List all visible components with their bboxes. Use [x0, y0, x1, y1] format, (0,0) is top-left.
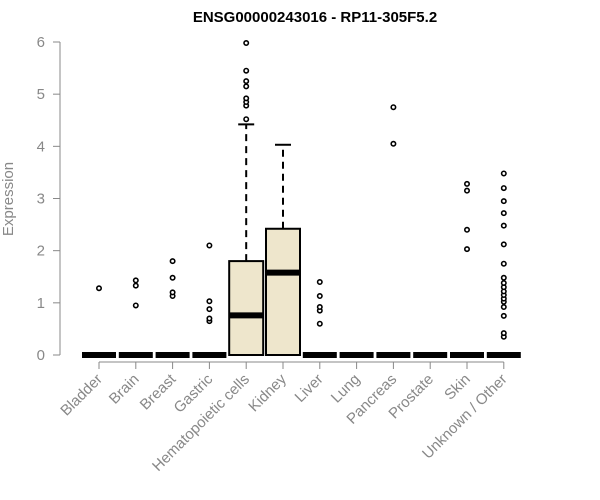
outlier-point [500, 280, 507, 287]
box-group [155, 258, 190, 358]
outlier-point [132, 282, 139, 289]
outlier-point [132, 277, 139, 284]
outlier-point [500, 241, 507, 248]
outlier-point [500, 304, 507, 311]
outlier-point [243, 95, 250, 102]
outlier-point [169, 258, 176, 265]
outlier-point [500, 222, 507, 229]
box-group [82, 285, 116, 358]
outlier-point [500, 185, 507, 192]
x-tick-label: Liver [292, 371, 327, 406]
outlier-point [243, 116, 250, 123]
box-group [376, 104, 411, 358]
x-tick-label: Skin [441, 371, 474, 404]
box-body [228, 260, 265, 357]
outlier-point [206, 298, 213, 305]
outlier-point [500, 198, 507, 205]
chart-title: ENSG00000243016 - RP11-305F5.2 [193, 9, 437, 26]
y-tick-label: 3 [37, 191, 45, 208]
y-tick-label: 5 [37, 86, 45, 103]
outlier-point [243, 67, 250, 74]
y-axis: 0 1 2 3 4 5 6 [37, 34, 61, 364]
outlier-point [463, 180, 470, 187]
outlier-point [500, 274, 507, 281]
outlier-point [500, 170, 507, 177]
box-group [486, 170, 521, 358]
outlier-point [243, 78, 250, 85]
box-group [228, 40, 265, 357]
outlier-point [316, 320, 323, 327]
outlier-point [169, 274, 176, 281]
x-tick-label: Kidney [245, 370, 290, 415]
box-body [265, 227, 301, 356]
outlier-point [316, 278, 323, 285]
y-axis-title: Expression [0, 162, 17, 236]
outlier-point [243, 83, 250, 90]
outlier-point [463, 246, 470, 253]
outlier-point [316, 304, 323, 311]
box-group [118, 277, 153, 358]
y-tick-label: 1 [37, 295, 45, 312]
box-group [302, 278, 337, 358]
outlier-point [463, 187, 470, 194]
outlier-point [96, 285, 103, 292]
outlier-point [206, 306, 213, 313]
outlier-point [132, 302, 139, 309]
outlier-point [500, 210, 507, 217]
outlier-point [316, 293, 323, 300]
outlier-point [243, 40, 250, 47]
y-tick-label: 4 [37, 138, 45, 155]
box-group [192, 242, 227, 358]
outlier-point [390, 104, 397, 111]
plot-area [82, 40, 521, 358]
outlier-point [500, 312, 507, 319]
y-tick-label: 6 [37, 34, 45, 51]
outlier-point [390, 140, 397, 147]
box-group [265, 143, 301, 356]
x-tick-label: Bladder [57, 371, 106, 420]
outlier-point [206, 242, 213, 249]
outlier-point [463, 226, 470, 233]
outlier-point [206, 315, 213, 322]
outlier-point [500, 260, 507, 267]
outlier-point [500, 330, 507, 337]
box-group [450, 180, 484, 358]
y-tick-label: 0 [37, 347, 45, 364]
y-tick-label: 2 [37, 243, 45, 260]
outlier-point [169, 289, 176, 296]
